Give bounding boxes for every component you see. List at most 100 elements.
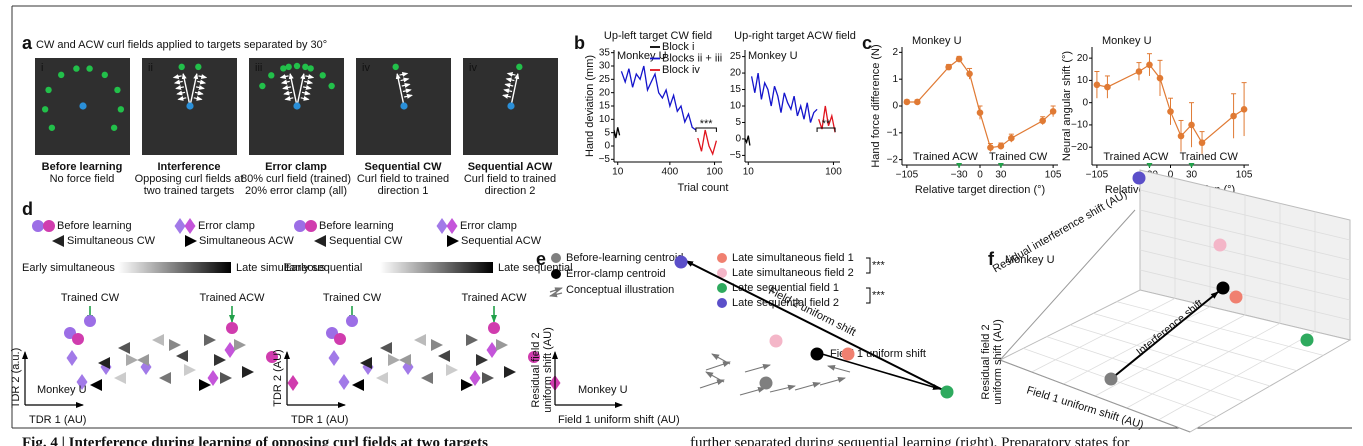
force-arrow: [506, 71, 516, 77]
data-point: [1167, 108, 1174, 115]
state-triangle: [360, 357, 372, 369]
significance-bracket: [695, 127, 717, 132]
data-point: [976, 109, 984, 117]
state-triangle: [414, 334, 426, 346]
y-tick-label: 20: [1077, 53, 1089, 64]
panel-label: f: [988, 249, 995, 269]
monkey-label: Monkey U: [37, 384, 87, 396]
data-point: [1104, 83, 1111, 91]
force-arrow: [194, 90, 204, 96]
start-position: [79, 102, 87, 110]
state-triangle: [234, 339, 246, 351]
legend-label: Before-learning centroid: [566, 252, 683, 264]
y-tick-label: 0: [1082, 97, 1088, 108]
centroid: [841, 347, 855, 361]
state-diamond: [76, 374, 88, 390]
significance-bracket: [866, 257, 871, 274]
force-arrow: [284, 95, 294, 101]
force-arrow: [301, 90, 311, 96]
gradient-label: Late simultaneous: [236, 262, 326, 274]
y-tick-label: −1: [887, 127, 899, 138]
state-triangle: [431, 339, 443, 351]
legend-label: Error clamp: [198, 220, 255, 232]
force-arrow: [282, 85, 292, 90]
box-caption: direction 2: [485, 185, 536, 197]
target: [285, 63, 292, 71]
legend-marker: [551, 253, 561, 263]
centroid: [1300, 333, 1314, 347]
y-tick-label: 0: [892, 101, 898, 112]
force-arrow: [173, 79, 183, 85]
state-triangle: [399, 354, 411, 366]
data-point: [1049, 108, 1057, 115]
chart-subtitle: Monkey U: [1102, 35, 1152, 47]
state-circle: [488, 322, 500, 334]
significance-bracket: [816, 127, 836, 132]
y-tick-label: 20: [730, 68, 742, 79]
box-numeral: iv: [362, 62, 370, 74]
x-tick-label: −105: [896, 170, 919, 181]
x-axis-label: TDR 1 (AU): [29, 414, 86, 426]
state-triangle: [176, 350, 188, 362]
illustration-arrow: [794, 381, 821, 391]
centroid: [810, 347, 824, 361]
y-tick-label: 35: [599, 47, 611, 58]
start-position: [293, 102, 301, 110]
state-triangle: [504, 366, 516, 378]
y-axis-label: uniform shift (AU): [992, 319, 1004, 405]
centroid: [769, 334, 783, 348]
state-diamond: [224, 342, 236, 358]
force-arrow: [504, 82, 514, 88]
y-tick-label: 10: [1077, 75, 1089, 86]
box-numeral: ii: [148, 62, 153, 74]
centroid: [674, 255, 688, 269]
state-triangle: [199, 379, 211, 391]
state-triangle: [214, 354, 226, 366]
data-line: [744, 135, 751, 146]
y-axis-label: Residual field 2: [980, 324, 992, 399]
caption: further separated during sequential lear…: [690, 435, 1129, 446]
target: [293, 62, 301, 70]
state-circle: [305, 220, 317, 232]
state-triangle: [114, 372, 126, 384]
state-triangle: [184, 364, 196, 376]
panel-label: e: [536, 249, 546, 269]
state-triangle: [447, 235, 459, 247]
z-axis-label: Residual interference shift (AU): [991, 189, 1129, 276]
legend-arrow: [549, 287, 563, 294]
legend-arrow: [549, 291, 563, 298]
state-triangle: [98, 357, 110, 369]
target: [48, 124, 56, 131]
target: [101, 71, 108, 79]
state-triangle: [482, 372, 494, 384]
state-triangle: [496, 339, 508, 351]
x-axis-label: Trial count: [678, 182, 729, 194]
y-tick-label: 10: [599, 114, 611, 125]
data-point: [1146, 61, 1153, 69]
box-caption: Curl field to trained: [464, 173, 556, 185]
target-label: Trained ACW: [461, 292, 527, 304]
target: [86, 65, 93, 72]
panel-label: b: [574, 33, 585, 53]
force-arrow: [197, 79, 207, 85]
legend-label: Simultaneous CW: [67, 235, 156, 247]
arrow-label: Field 1 uniform shift: [830, 348, 926, 360]
state-triangle: [352, 379, 364, 391]
legend-label: Late simultaneous field 1: [732, 252, 854, 264]
significance-label: ***: [872, 259, 886, 271]
force-arrow: [503, 88, 513, 94]
gradient-label: Early simultaneous: [22, 262, 115, 274]
legend-label: Block i: [662, 41, 694, 53]
x-tick-label: 0: [1168, 170, 1174, 181]
legend-label: Sequential CW: [329, 235, 403, 247]
box-title: Before learning: [42, 161, 123, 173]
force-arrow: [401, 82, 411, 88]
state-triangle: [152, 334, 164, 346]
state-triangle: [388, 354, 400, 366]
data-point: [1156, 74, 1164, 82]
data-point: [966, 70, 973, 78]
state-circle: [84, 315, 96, 327]
x-axis-label: TDR 1 (AU): [291, 414, 348, 426]
significance-label: ***: [700, 118, 714, 130]
